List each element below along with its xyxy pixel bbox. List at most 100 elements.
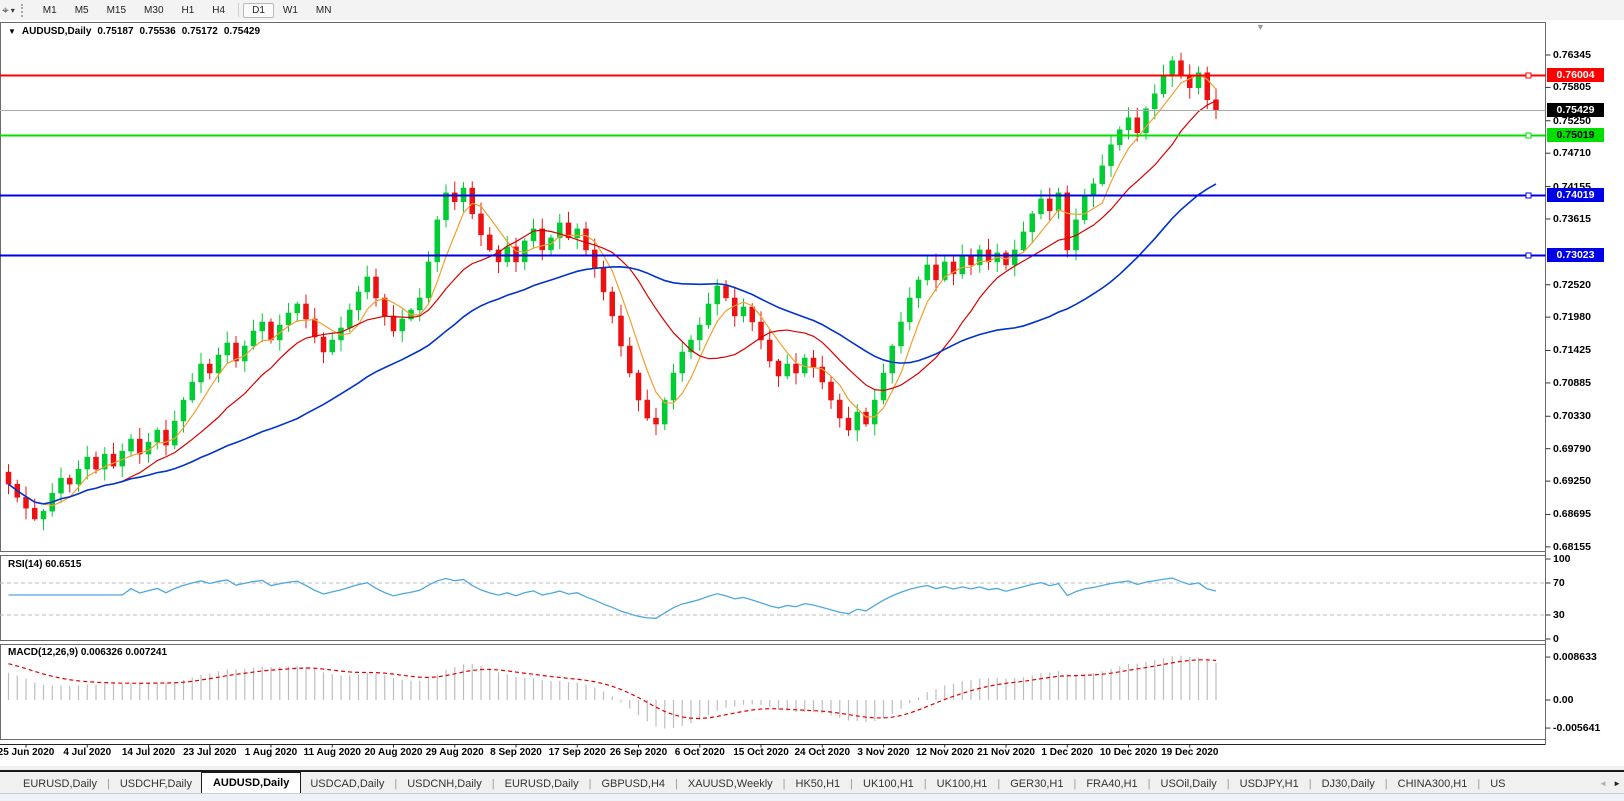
tab-eurusd-daily[interactable]: EURUSD,Daily [504, 777, 579, 790]
toolbar-grip[interactable] [20, 3, 27, 17]
tab-dj30-daily[interactable]: DJ30,Daily [1321, 777, 1375, 790]
price-tick-label: 0.69250 [1553, 475, 1591, 488]
date-label: 1 Dec 2020 [1041, 747, 1094, 758]
price-tick-label: 0.68155 [1553, 540, 1591, 553]
timeframe-d1-button[interactable]: D1 [243, 2, 274, 18]
tab-china300-h1[interactable]: CHINA300,H1 [1397, 777, 1468, 790]
tab-separator: | [1308, 777, 1312, 790]
symbol-dropdown-icon[interactable]: ▼ [8, 27, 16, 36]
price-tick-label: 0.69790 [1553, 442, 1591, 455]
tab-hk50-h1[interactable]: HK50,H1 [795, 777, 841, 790]
macd-tick-label: -0.005641 [1553, 722, 1601, 735]
caret-down-icon: ▾ [10, 5, 15, 15]
tab-scroll-left-icon[interactable]: ◄ [1599, 779, 1608, 788]
date-label: 1 Aug 2020 [244, 747, 298, 758]
support2-line-badge: 0.73023 [1547, 247, 1604, 262]
macd-tick-label: 0.00 [1553, 694, 1574, 706]
date-label: 15 Oct 2020 [733, 747, 789, 758]
support1-line-badge: 0.74019 [1547, 187, 1604, 202]
symbol-label: AUDUSD,Daily [21, 26, 92, 37]
timeframe-h1-button[interactable]: H1 [181, 4, 195, 16]
tab-usdjpy-h1[interactable]: USDJPY,H1 [1239, 777, 1299, 790]
tab-uk100-h1[interactable]: UK100,H1 [936, 777, 988, 790]
toolbar-separator [238, 3, 240, 17]
tab-fra40-h1[interactable]: FRA40,H1 [1086, 777, 1138, 790]
date-label: 20 Aug 2020 [364, 747, 423, 758]
rsi-tick-label: 100 [1553, 553, 1571, 565]
tab-usdcnh-daily[interactable]: USDCNH,Daily [407, 777, 482, 790]
date-label: 29 Aug 2020 [425, 747, 484, 758]
date-label: 25 Jun 2020 [0, 747, 55, 758]
chart-cursor-icon[interactable]: ⌖ ▾ [2, 2, 15, 17]
current-price-badge: 0.75429 [1547, 103, 1604, 117]
timeframe-h4-button[interactable]: H4 [212, 4, 226, 16]
tab-usoil-daily[interactable]: USOil,Daily [1160, 777, 1217, 790]
chart-title: ▼ AUDUSD,Daily 0.75187 0.75536 0.75172 0… [8, 26, 260, 37]
tab-separator: | [1384, 777, 1388, 790]
timeframe-mn-button[interactable]: MN [315, 4, 332, 16]
date-label: 21 Nov 2020 [977, 747, 1035, 758]
price-tick-label: 0.71425 [1553, 344, 1591, 357]
macd-label: MACD(12,26,9) 0.006326 0.007241 [8, 647, 168, 658]
date-label: 12 Nov 2020 [915, 747, 974, 758]
ohlc-high: 0.75536 [139, 26, 176, 37]
chart-tabs: EURUSD,Daily | USDCHF,Daily AUDUSD,Daily USD… [0, 770, 1624, 795]
price-tick-label: 0.74710 [1553, 147, 1591, 160]
tab-gbpusd-h4[interactable]: GBPUSD,H4 [601, 777, 666, 790]
tab-separator: | [394, 777, 398, 790]
price-tick-label: 0.70330 [1553, 410, 1591, 423]
tab-separator: | [1147, 777, 1151, 790]
tab-separator: | [588, 777, 592, 790]
tab-usdchf-daily[interactable]: USDCHF,Daily [119, 777, 192, 790]
date-label: 17 Sep 2020 [548, 747, 606, 758]
chart-window: ▼ AUDUSD,Daily 0.75187 0.75536 0.75172 0… [0, 20, 1624, 766]
chart-canvas[interactable] [0, 20, 1624, 766]
macd-value: 0.006326 [80, 647, 123, 658]
candles-layer [5, 52, 1219, 531]
date-label: 24 Oct 2020 [794, 747, 851, 758]
scroll-position-icon[interactable]: ▼ [1256, 22, 1265, 32]
timeframe-m5-button[interactable]: M5 [74, 4, 89, 16]
rsi-plot [0, 577, 1545, 619]
price-tick-label: 0.76345 [1553, 49, 1591, 61]
tab-separator: | [782, 777, 786, 790]
tab-separator: | [1226, 777, 1230, 790]
price-tick-label: 0.75250 [1553, 114, 1591, 127]
price-tick-label: 0.70885 [1553, 376, 1591, 389]
tab-audusd-daily[interactable]: AUDUSD,Daily [200, 772, 302, 794]
tab-scroll-arrows: ◄ ► [1593, 772, 1621, 795]
date-label: 26 Sep 2020 [609, 747, 668, 758]
tab-separator: | [997, 777, 1001, 790]
date-label: 4 Jul 2020 [63, 747, 112, 758]
timeframe-m1-button[interactable]: M1 [42, 4, 57, 16]
date-label: 6 Oct 2020 [674, 747, 725, 758]
status-strip [0, 793, 1624, 801]
tab-uk100-h1[interactable]: UK100,H1 [863, 777, 914, 790]
tab-xauusd-weekly[interactable]: XAUUSD,Weekly [687, 777, 773, 790]
tab-separator: | [850, 777, 853, 790]
tab-usdcad-daily[interactable]: USDCAD,Daily [310, 777, 385, 790]
date-label: 10 Dec 2020 [1099, 747, 1158, 758]
tab-overflow[interactable]: US [1490, 777, 1506, 790]
tab-separator: | [1477, 777, 1481, 790]
rsi-value: 60.6515 [45, 559, 82, 570]
green-level-badge: 0.75019 [1547, 127, 1604, 142]
date-label: 14 Jul 2020 [121, 747, 176, 758]
tab-eurusd-daily[interactable]: EURUSD,Daily [23, 777, 97, 790]
price-tick-label: 0.75805 [1553, 81, 1591, 94]
timeframe-m15-button[interactable]: M15 [106, 4, 127, 16]
date-label: 19 Dec 2020 [1161, 747, 1219, 758]
macd-plot [7, 655, 1217, 729]
pane-frames [0, 22, 1551, 748]
tab-ger30-h1[interactable]: GER30,H1 [1010, 777, 1064, 790]
macd-signal-value: 0.007241 [125, 647, 168, 658]
rsi-tick-label: 0 [1553, 633, 1559, 645]
rsi-tick-label: 30 [1553, 609, 1565, 621]
ohlc-open: 0.75187 [97, 26, 134, 37]
timeframe-w1-button[interactable]: W1 [282, 4, 298, 16]
resistance-line-badge: 0.76004 [1547, 68, 1604, 83]
date-label: 3 Nov 2020 [857, 747, 910, 758]
timeframe-m30-button[interactable]: M30 [144, 4, 164, 16]
horizontal-lines[interactable] [0, 72, 1546, 259]
tab-scroll-right-icon[interactable]: ► [1613, 779, 1621, 788]
